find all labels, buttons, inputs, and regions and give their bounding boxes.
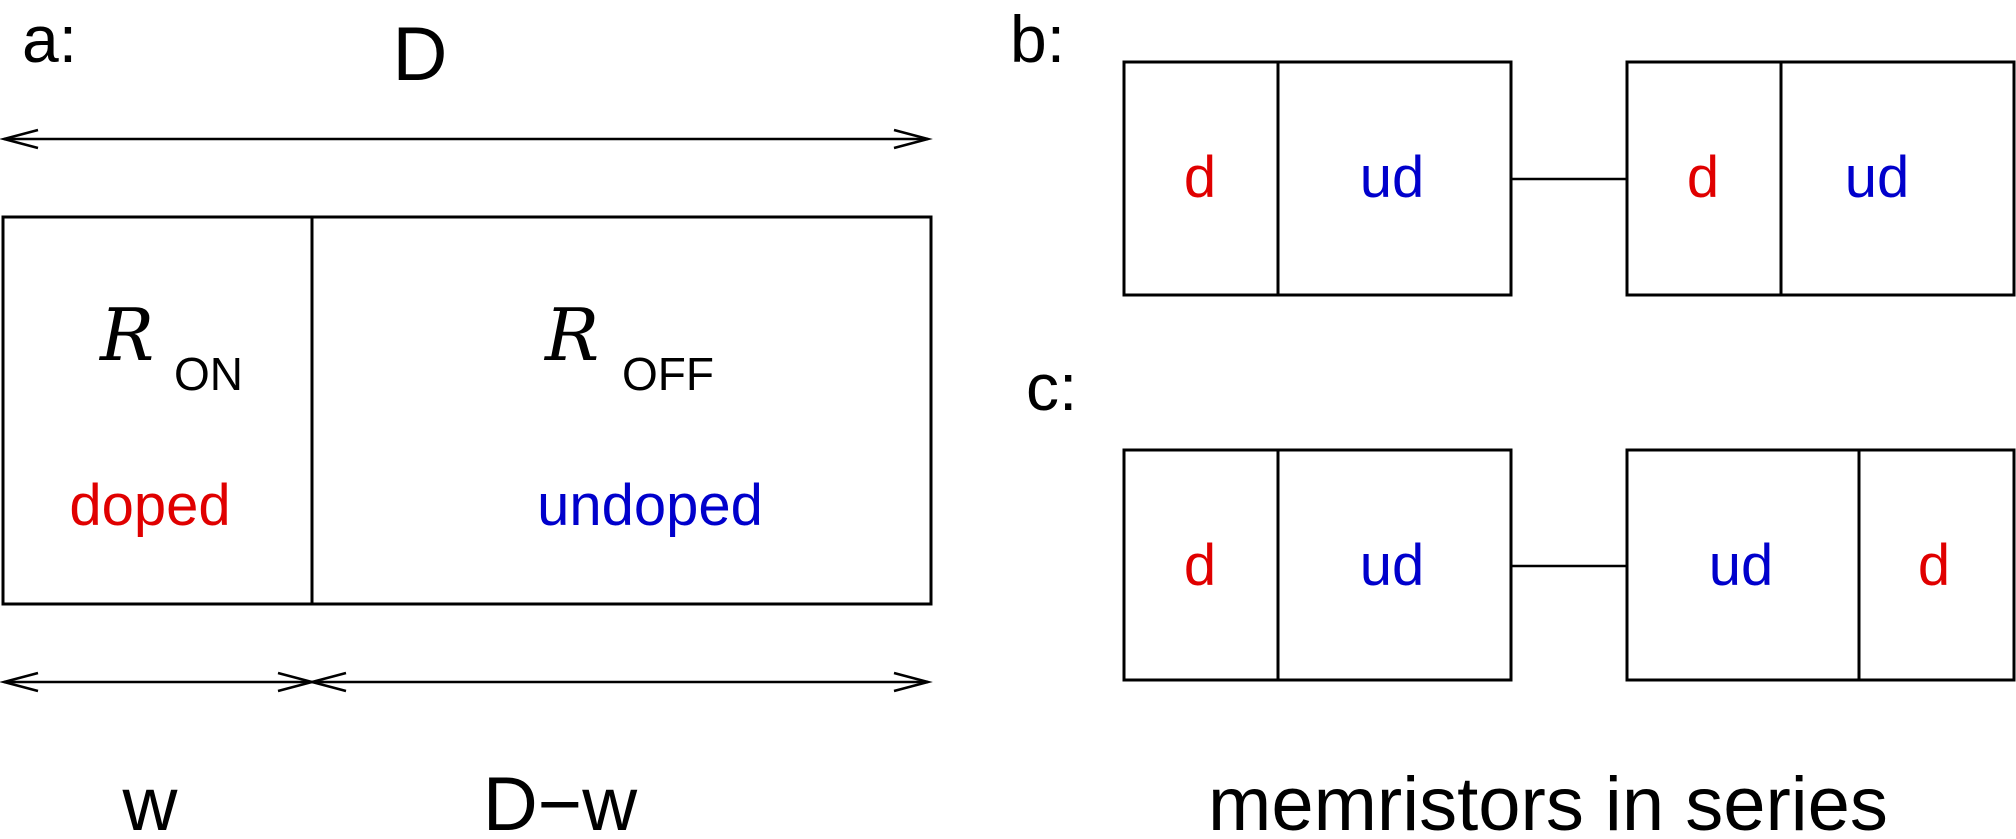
width-w-arrow — [0, 671, 317, 693]
doped-label: doped — [69, 473, 230, 538]
panel-c-left-undoped: ud — [1360, 533, 1425, 598]
panel-b-right-undoped: ud — [1845, 145, 1910, 210]
undoped-label: undoped — [537, 473, 763, 538]
panel-b-memristor-right: d ud — [1625, 60, 2016, 297]
memristor-box — [1, 215, 933, 606]
r-off-subscript: OFF — [622, 348, 714, 400]
panel-b-right-doped: d — [1687, 145, 1719, 210]
width-dw-arrow — [307, 671, 933, 693]
r-off-symbol: R — [543, 293, 599, 377]
length-d-arrow — [0, 128, 933, 150]
r-on-subscript: ON — [174, 348, 243, 400]
panel-c-left-doped: d — [1184, 533, 1216, 598]
panel-c-memristor-left: d ud — [1122, 448, 1513, 682]
panel-c-label: c: — [1026, 350, 1077, 424]
panel-b-left-undoped: ud — [1360, 145, 1425, 210]
panel-b-memristor-left: d ud — [1122, 60, 1513, 297]
panel-b-left-doped: d — [1184, 145, 1216, 210]
w-label: w — [122, 762, 179, 839]
length-d-label: D — [393, 12, 448, 97]
r-on-symbol: R — [98, 293, 154, 377]
panel-c-memristor-right: ud d — [1625, 448, 2016, 682]
caption: memristors in series — [1208, 762, 1888, 839]
panel-c-right-doped: d — [1918, 533, 1950, 598]
panel-b-label: b: — [1010, 2, 1065, 76]
panel-a-label: a: — [22, 2, 77, 76]
dw-label: D−w — [483, 762, 638, 839]
panel-c-right-undoped: ud — [1709, 533, 1774, 598]
